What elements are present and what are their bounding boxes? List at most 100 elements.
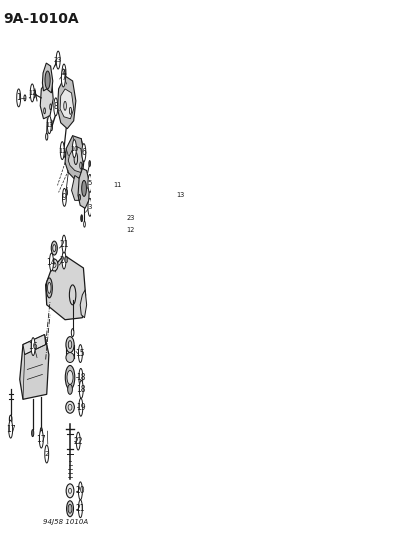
Text: 8: 8	[53, 102, 58, 111]
Text: 14: 14	[47, 257, 56, 266]
Text: 4: 4	[62, 69, 67, 77]
Ellipse shape	[81, 215, 83, 222]
Ellipse shape	[79, 195, 81, 200]
Text: 12: 12	[28, 90, 37, 96]
Ellipse shape	[54, 98, 58, 116]
Ellipse shape	[76, 432, 80, 450]
Polygon shape	[78, 168, 89, 208]
Ellipse shape	[66, 352, 74, 362]
Ellipse shape	[89, 160, 91, 166]
Text: 3: 3	[88, 204, 92, 211]
Ellipse shape	[66, 401, 74, 413]
Ellipse shape	[45, 445, 49, 463]
Ellipse shape	[62, 69, 65, 87]
Ellipse shape	[65, 366, 75, 389]
Ellipse shape	[82, 181, 87, 196]
Ellipse shape	[56, 60, 57, 64]
Ellipse shape	[79, 500, 82, 518]
Text: 21: 21	[59, 240, 69, 248]
Ellipse shape	[79, 345, 82, 362]
Text: 23: 23	[54, 57, 62, 63]
Ellipse shape	[40, 430, 43, 448]
Ellipse shape	[66, 189, 67, 196]
Text: 11: 11	[58, 148, 67, 154]
Ellipse shape	[62, 188, 67, 206]
Text: 6: 6	[82, 148, 86, 157]
Text: 5: 5	[88, 181, 92, 187]
Text: 16: 16	[28, 342, 38, 351]
Text: 12: 12	[126, 227, 134, 233]
Polygon shape	[72, 175, 84, 200]
Text: 13: 13	[45, 122, 53, 128]
Ellipse shape	[51, 259, 58, 271]
Text: 94J58 1010A: 94J58 1010A	[43, 519, 89, 525]
Ellipse shape	[67, 501, 74, 516]
Ellipse shape	[62, 64, 66, 82]
Ellipse shape	[115, 176, 119, 195]
Ellipse shape	[178, 187, 182, 204]
Ellipse shape	[47, 116, 51, 134]
Ellipse shape	[128, 209, 132, 227]
Text: 18: 18	[76, 373, 86, 382]
Text: 20: 20	[59, 255, 69, 264]
Ellipse shape	[66, 337, 74, 352]
Polygon shape	[80, 290, 87, 318]
Ellipse shape	[68, 384, 72, 394]
Ellipse shape	[9, 420, 12, 438]
Ellipse shape	[82, 144, 86, 161]
Text: 18: 18	[77, 385, 86, 394]
Polygon shape	[23, 335, 46, 354]
Ellipse shape	[51, 241, 57, 255]
Text: 17: 17	[6, 425, 15, 434]
Text: 15: 15	[76, 349, 85, 358]
Polygon shape	[20, 335, 49, 399]
Ellipse shape	[88, 198, 92, 216]
Polygon shape	[60, 89, 74, 119]
Ellipse shape	[17, 89, 21, 107]
Ellipse shape	[31, 337, 35, 356]
Text: 1: 1	[16, 93, 21, 102]
Text: 13: 13	[176, 192, 184, 198]
Text: 10: 10	[70, 146, 79, 151]
Ellipse shape	[30, 84, 34, 102]
Ellipse shape	[33, 90, 35, 98]
Ellipse shape	[88, 174, 92, 192]
Ellipse shape	[40, 427, 42, 434]
Text: 9A-1010A: 9A-1010A	[3, 12, 79, 26]
Ellipse shape	[79, 368, 83, 386]
Polygon shape	[40, 81, 53, 119]
Polygon shape	[42, 63, 53, 93]
Text: 22: 22	[74, 437, 83, 446]
Polygon shape	[65, 136, 84, 181]
Ellipse shape	[62, 235, 66, 253]
Ellipse shape	[128, 221, 132, 239]
Text: 9: 9	[62, 193, 67, 202]
Ellipse shape	[66, 484, 74, 498]
Ellipse shape	[68, 504, 72, 513]
Ellipse shape	[47, 282, 51, 293]
Ellipse shape	[79, 398, 83, 416]
Polygon shape	[68, 146, 83, 173]
Text: 17: 17	[37, 434, 46, 443]
Ellipse shape	[45, 71, 50, 89]
Ellipse shape	[50, 253, 53, 271]
Ellipse shape	[56, 51, 60, 69]
Ellipse shape	[60, 142, 64, 159]
Text: 19: 19	[76, 403, 86, 412]
Ellipse shape	[72, 140, 76, 158]
Text: 20: 20	[76, 486, 85, 495]
Ellipse shape	[53, 245, 56, 252]
Text: 23: 23	[126, 215, 134, 221]
Ellipse shape	[79, 482, 82, 500]
Text: 21: 21	[76, 504, 85, 513]
Ellipse shape	[46, 278, 52, 298]
Ellipse shape	[32, 430, 34, 437]
Ellipse shape	[79, 381, 83, 398]
Ellipse shape	[62, 251, 66, 269]
Polygon shape	[46, 255, 86, 320]
Polygon shape	[57, 76, 76, 129]
Text: 2: 2	[45, 451, 49, 457]
Text: 7: 7	[61, 74, 66, 83]
Ellipse shape	[67, 370, 73, 384]
Text: 11: 11	[113, 182, 121, 189]
